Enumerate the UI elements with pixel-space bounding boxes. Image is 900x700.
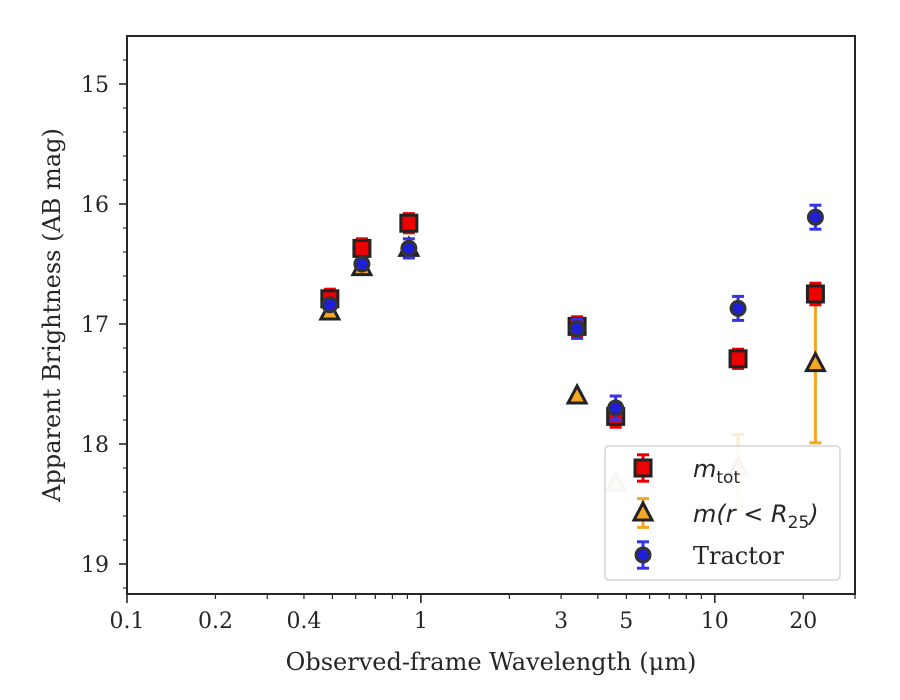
legend-box <box>604 445 841 581</box>
triangle-point <box>803 350 827 373</box>
circle-point <box>321 296 339 314</box>
triangle-point <box>565 382 589 405</box>
square-point <box>728 349 748 369</box>
legend: mtot m(r < R25) Tractor <box>604 445 841 581</box>
legend-square-marker <box>633 458 653 478</box>
x-tick-label: 0.4 <box>286 609 321 634</box>
circle-point <box>353 255 371 273</box>
y-axis: 15 16 17 18 19 <box>81 59 127 589</box>
x-axis-label: Observed-frame Wavelength (μm) <box>286 648 697 676</box>
circle-point <box>806 208 824 226</box>
y-tick-label: 16 <box>81 193 109 218</box>
circle-point <box>568 320 586 338</box>
x-tick-label: 3 <box>554 609 568 634</box>
x-tick-label: 10 <box>701 609 729 634</box>
plot-area <box>126 35 856 595</box>
square-point <box>399 213 419 233</box>
legend-circle-marker <box>634 546 652 564</box>
square-point <box>352 238 372 258</box>
y-tick-label: 19 <box>81 553 109 578</box>
legend-entry: m(r < R25) <box>631 497 819 533</box>
x-tick-label: 20 <box>789 609 817 634</box>
y-tick-label: 15 <box>81 73 109 98</box>
legend-entry: mtot <box>633 453 740 488</box>
legend-entry: Tractor <box>634 540 784 570</box>
x-tick-label: 0.2 <box>198 609 233 634</box>
legend-label: mtot <box>693 455 740 488</box>
y-tick-label: 18 <box>81 433 109 458</box>
legend-triangle-marker <box>631 499 655 522</box>
legend-label: Tractor <box>693 542 784 570</box>
x-tick-label: 5 <box>619 609 633 634</box>
y-tick-label: 17 <box>81 313 109 338</box>
series-circle <box>321 203 824 422</box>
x-axis: 0.1 0.2 0.4 1 3 5 10 20 <box>110 594 856 634</box>
circle-point <box>400 239 418 257</box>
x-tick-label: 1 <box>414 609 428 634</box>
legend-label: m(r < R25) <box>693 500 819 533</box>
x-tick-label: 0.1 <box>110 609 145 634</box>
y-axis-label: Apparent Brightness (AB mag) <box>38 128 66 503</box>
circle-point <box>729 299 747 317</box>
plot-frame <box>126 35 856 595</box>
square-point <box>805 284 825 304</box>
circle-point <box>607 399 625 417</box>
